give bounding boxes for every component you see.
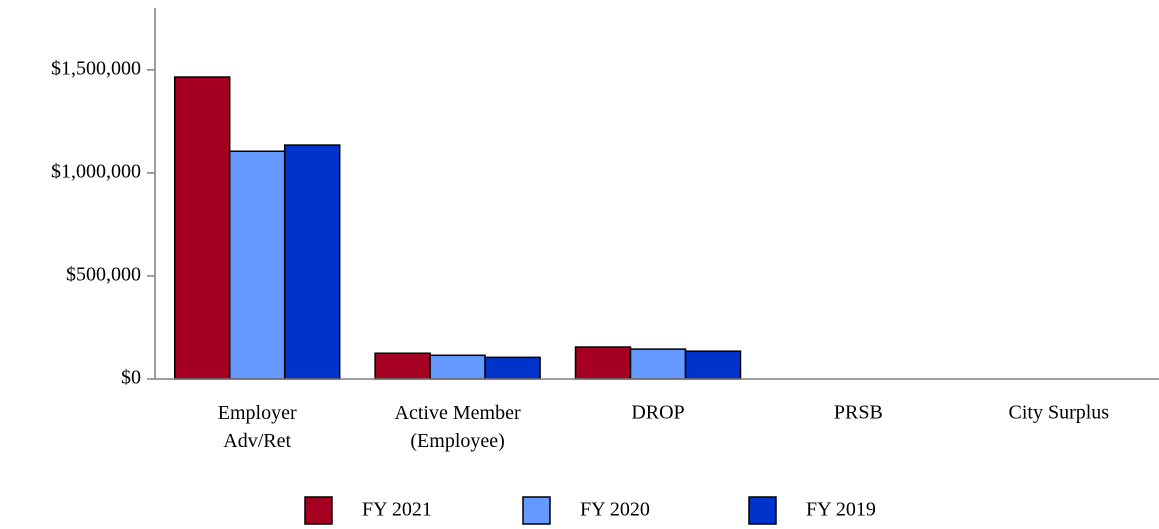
bar [283,144,341,380]
y-tick-label: $1,000,000 [51,160,141,182]
legend-swatch [304,496,333,525]
bar [484,356,541,380]
x-tick-label: DROP [631,402,684,424]
legend-label: FY 2019 [806,499,876,521]
y-tick-label: $1,500,000 [51,57,141,79]
bar [574,346,632,380]
y-tick-label: $500,000 [66,264,141,286]
legend-label: FY 2021 [362,499,432,521]
bar [374,352,431,380]
legend-swatch [748,496,777,525]
bar [228,150,286,380]
y-tick-label: $0 [121,367,141,389]
bar [429,354,486,380]
legend-swatch [522,496,551,525]
bar [173,76,231,380]
bar [629,348,687,380]
x-tick-label: Employer Adv/Ret [218,402,297,452]
bar [684,350,742,380]
x-tick-label: PRSB [834,402,883,424]
legend-label: FY 2020 [580,499,650,521]
x-tick-label: Active Member (Employee) [395,402,521,452]
x-tick-label: City Surplus [1009,402,1110,424]
